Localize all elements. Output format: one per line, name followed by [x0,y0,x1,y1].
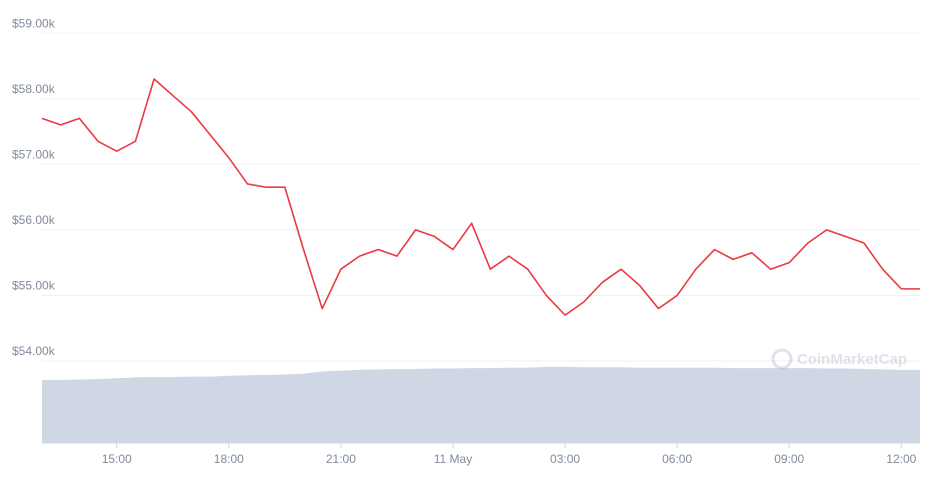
y-tick-label: $57.00k [12,147,56,161]
y-tick-label: $55.00k [12,279,56,293]
y-tick-label: $59.00k [12,16,56,30]
x-tick-label: 09:00 [774,452,804,466]
volume-area [42,366,920,443]
price-line [41,78,920,316]
watermark-text: CoinMarketCap [797,351,907,368]
y-tick-label: $54.00k [12,344,56,358]
x-tick-label: 15:00 [102,452,132,466]
y-tick-label: $56.00k [12,213,56,227]
x-tick-label: 21:00 [326,452,356,466]
y-tick-label: $58.00k [12,82,56,96]
x-tick-label: 06:00 [662,452,692,466]
x-tick-label: 12:00 [886,452,916,466]
x-tick-label: 11 May [434,452,472,466]
x-tick-label: 18:00 [214,452,244,466]
watermark: CoinMarketCap [771,348,907,370]
x-tick-label: 03:00 [550,452,580,466]
